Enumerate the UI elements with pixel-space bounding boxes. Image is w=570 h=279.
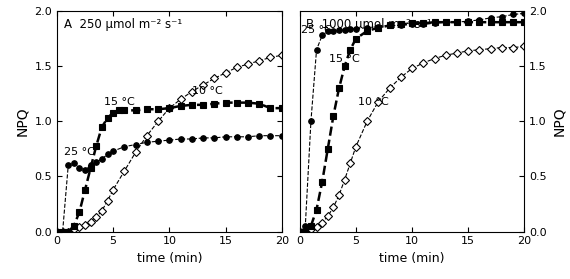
- Text: A  250 μmol m⁻² s⁻¹: A 250 μmol m⁻² s⁻¹: [64, 18, 182, 31]
- Text: 25 °C: 25 °C: [64, 147, 95, 157]
- Text: 15 °C: 15 °C: [329, 54, 360, 64]
- Y-axis label: NPQ: NPQ: [15, 107, 29, 136]
- Y-axis label: NPQ: NPQ: [552, 107, 567, 136]
- Text: 25 °C: 25 °C: [302, 25, 332, 35]
- Text: B  1000 μmol m⁻² s⁻¹: B 1000 μmol m⁻² s⁻¹: [307, 18, 432, 31]
- Text: 10 °C: 10 °C: [358, 97, 389, 107]
- X-axis label: time (min): time (min): [379, 252, 445, 265]
- Text: 10 °C: 10 °C: [192, 85, 222, 95]
- Text: 15 °C: 15 °C: [104, 97, 135, 107]
- X-axis label: time (min): time (min): [137, 252, 202, 265]
